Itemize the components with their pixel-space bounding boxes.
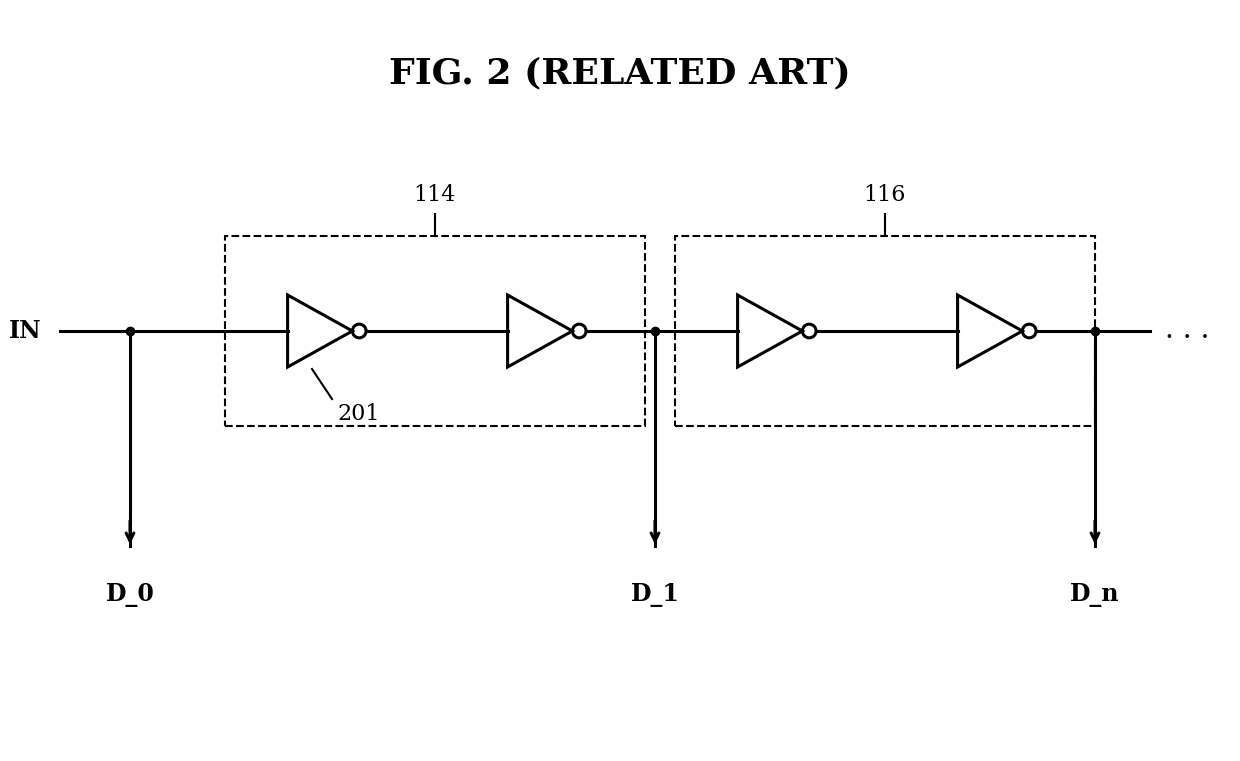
Text: IN: IN (9, 319, 42, 343)
Text: 116: 116 (864, 184, 906, 206)
Text: 201: 201 (337, 403, 379, 425)
Text: D_0: D_0 (105, 583, 155, 607)
Text: . . .: . . . (1166, 317, 1209, 345)
Text: 114: 114 (414, 184, 456, 206)
Bar (675, 236, 1095, 426)
Text: D_1: D_1 (631, 583, 680, 607)
Bar (224, 236, 645, 426)
Text: D_n: D_n (1070, 583, 1120, 607)
Text: FIG. 2 (RELATED ART): FIG. 2 (RELATED ART) (389, 56, 851, 90)
